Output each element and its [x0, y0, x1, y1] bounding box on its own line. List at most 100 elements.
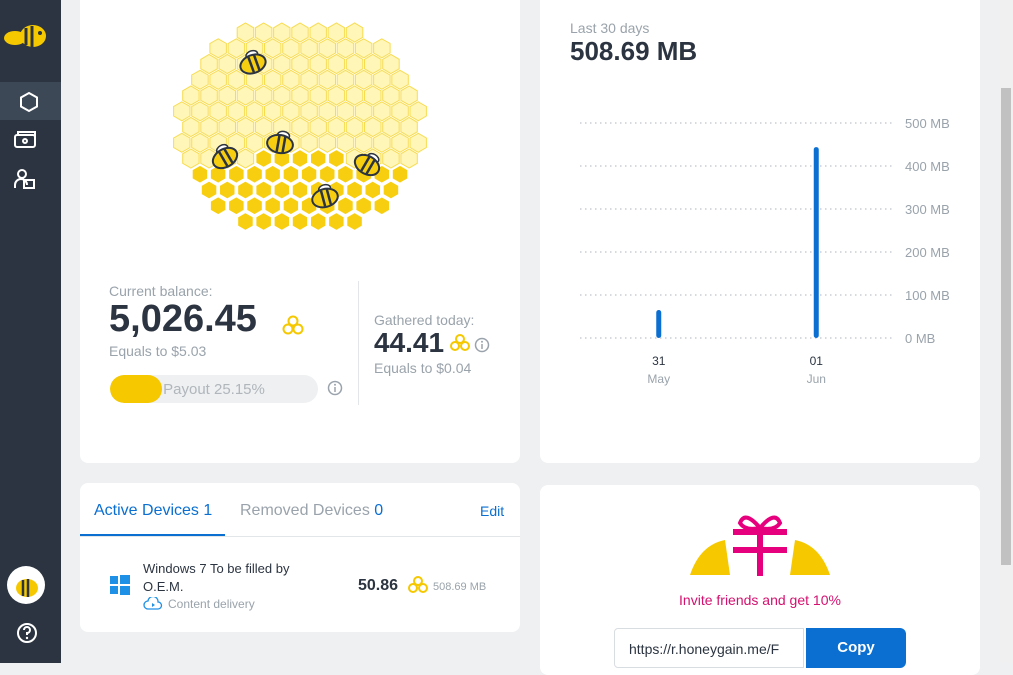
bee-stripe — [218, 148, 234, 167]
nav-home[interactable] — [20, 91, 38, 113]
comb-cell — [263, 163, 282, 185]
today-amount: 44.41 — [374, 327, 445, 358]
total-traffic: 508.69 MB — [570, 36, 698, 66]
comb-cell — [208, 195, 228, 217]
period-label: Last 30 days — [570, 20, 650, 36]
comb-cell — [218, 53, 236, 75]
y-tick-label: 200 MB — [905, 245, 950, 260]
comb-cell — [236, 179, 255, 201]
comb-cell — [227, 163, 246, 185]
bee-body — [266, 133, 294, 155]
comb-cell — [327, 53, 346, 75]
x-tick-label: 01 — [810, 354, 824, 368]
tab-count: 0 — [374, 502, 384, 519]
referral-link[interactable]: https://r.honeygain.me/F — [614, 628, 804, 668]
comb-cell — [345, 22, 364, 43]
x-tick-sublabel: Jun — [807, 372, 826, 386]
referral-panel: Invite friends and get 10% https://r.hon… — [540, 485, 980, 675]
comb-cell — [382, 85, 400, 106]
comb-cell — [245, 132, 264, 153]
device-service: Content delivery — [168, 597, 255, 611]
info-icon[interactable] — [474, 337, 490, 353]
comb-cell — [272, 179, 291, 201]
comb-cell — [281, 163, 301, 185]
comb-cell — [336, 101, 355, 122]
comb-cell — [227, 38, 246, 59]
comb-cell — [264, 101, 282, 122]
gift-illustration — [690, 515, 830, 576]
device-name: Windows 7 To be filled by O.E.M. — [143, 561, 290, 594]
scrollbar[interactable] — [999, 0, 1013, 663]
traffic-chart: 0 MB 100 MB 200 MB 300 MB 400 MB 500 MB 31 May 0… — [580, 116, 950, 386]
comb-cell — [291, 116, 309, 138]
comb-cell — [254, 85, 273, 106]
comb-cell — [291, 53, 309, 75]
bee — [311, 183, 339, 209]
help-icon[interactable] — [17, 623, 37, 643]
comb-cell — [245, 195, 264, 217]
device-earned: 50.86 — [358, 577, 399, 594]
copy-button[interactable]: Copy — [806, 628, 906, 668]
comb-cell — [300, 69, 318, 90]
comb-cell — [318, 132, 336, 153]
comb-cell — [208, 163, 228, 185]
comb-cell — [364, 85, 382, 106]
payout-fill — [110, 375, 163, 403]
comb-cell — [264, 69, 282, 90]
y-tick-label: 0 MB — [905, 331, 935, 346]
comb-cell — [354, 132, 373, 153]
balance-equals: Equals to $5.03 — [109, 343, 207, 359]
comb-cell — [173, 132, 191, 153]
comb-cell — [273, 53, 291, 75]
avatar[interactable] — [7, 566, 45, 604]
comb-cell — [327, 147, 346, 170]
comb-cell — [290, 210, 310, 233]
comb-cell — [218, 116, 236, 138]
logo[interactable] — [4, 25, 46, 47]
comb-cell — [254, 22, 273, 43]
comb-cell — [364, 53, 382, 75]
bee-stripe — [247, 54, 261, 73]
scroll-thumb[interactable] — [1001, 88, 1011, 565]
balance-panel: Current balance: 5,026.45 Equals to $5.0… — [80, 0, 520, 463]
comb-cell — [309, 147, 328, 170]
comb-cell — [373, 69, 391, 90]
separator — [80, 536, 520, 537]
comb-cell — [364, 116, 382, 138]
comb-cell — [272, 147, 291, 170]
comb-cell — [345, 116, 364, 138]
comb-cell — [209, 38, 227, 59]
tab-active[interactable]: Active Devices 1 — [94, 502, 212, 520]
comb-cell — [354, 69, 373, 90]
divider — [358, 281, 359, 405]
comb-cell — [300, 38, 318, 59]
comb-cell — [400, 85, 418, 106]
comb-cell — [309, 210, 328, 233]
bee-stripe — [319, 188, 333, 207]
comb-cell — [273, 85, 291, 106]
comb-cell — [199, 179, 219, 201]
tab-removed[interactable]: Removed Devices 0 — [240, 502, 383, 520]
comb-cell — [291, 85, 309, 106]
nav-wallet[interactable] — [14, 131, 36, 148]
info-icon[interactable] — [327, 380, 343, 396]
y-tick-label: 500 MB — [905, 116, 950, 131]
comb-cell — [218, 85, 236, 106]
nav-referrals[interactable] — [14, 169, 35, 189]
coin-icon — [408, 576, 428, 593]
comb-cell — [318, 69, 336, 90]
comb-cell — [254, 210, 273, 233]
comb-cell — [209, 101, 227, 122]
sidebar — [0, 0, 61, 663]
comb-cell — [309, 85, 327, 106]
comb-cell — [272, 210, 291, 233]
comb-cell — [236, 210, 255, 233]
edit-link[interactable]: Edit — [480, 503, 505, 519]
comb-cell — [191, 132, 209, 153]
comb-cell — [336, 132, 355, 153]
bar — [656, 310, 662, 338]
comb-cell — [254, 179, 273, 201]
today-equals: Equals to $0.04 — [374, 360, 472, 376]
comb-cell — [390, 163, 410, 185]
x-tick-label: 31 — [652, 354, 666, 368]
